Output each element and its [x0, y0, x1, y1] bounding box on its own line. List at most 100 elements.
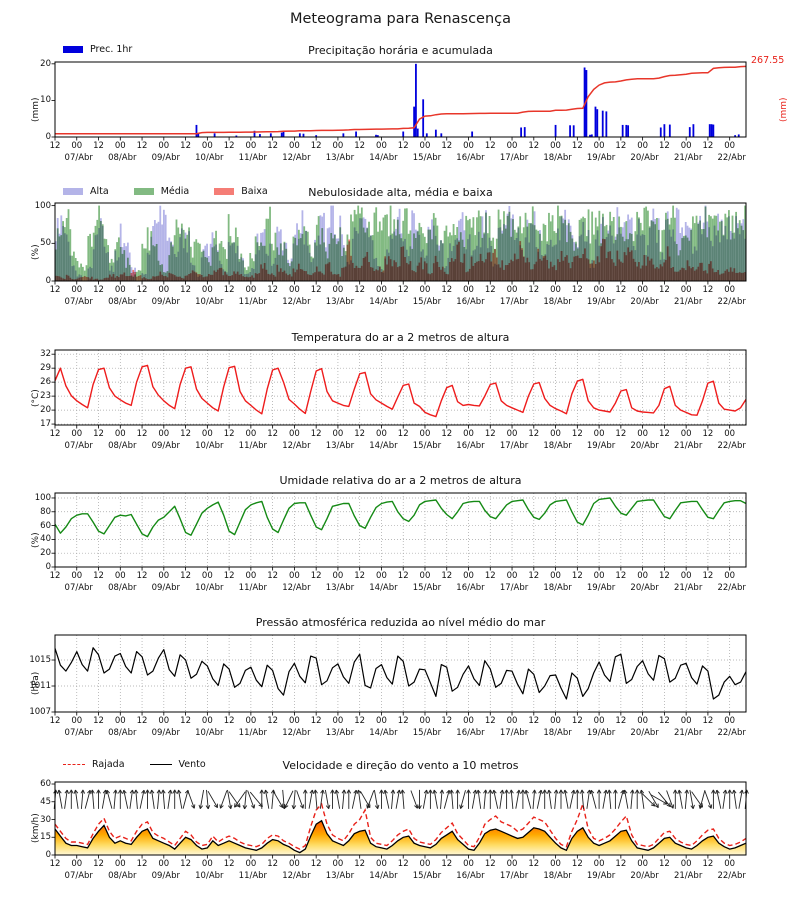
temperature-hour-tick: 00 [245, 429, 257, 439]
pressure-hour-tick: 00 [376, 716, 387, 726]
temperature-date-tick: 11/Abr [238, 441, 268, 451]
cloudiness-hour-tick: 00 [419, 285, 431, 295]
pressure-hour-tick: 12 [702, 716, 714, 726]
wind-hour-tick: 00 [593, 859, 605, 869]
humidity-hour-tick: 12 [93, 571, 104, 581]
wind-ytick-15: 15 [40, 832, 51, 843]
wind-hour-tick: 12 [658, 859, 670, 869]
humidity-hour-tick: 00 [506, 571, 518, 581]
temperature-hour-tick: 12 [658, 429, 670, 439]
cloudiness-hour-tick: 00 [376, 285, 387, 295]
precipitation-hour-tick: 00 [332, 141, 344, 151]
pressure-date-tick: 09/Abr [151, 728, 180, 738]
cloudiness-legend: Alta Média Baixa [63, 186, 286, 197]
precipitation-hour-tick: 00 [680, 141, 692, 151]
humidity-hour-tick: 12 [310, 571, 322, 581]
cloudiness-hour-tick: 12 [310, 285, 322, 295]
cloudiness-hour-tick: 12 [180, 285, 191, 295]
humidity-date-tick: 19/Abr [586, 583, 616, 593]
humidity-ytick-20: 20 [40, 548, 51, 559]
wind-hour-tick: 00 [419, 859, 431, 869]
humidity-ytick-40: 40 [40, 534, 51, 545]
pressure-ytick-1011: 1011 [29, 681, 51, 691]
temperature-hour-tick: 00 [724, 429, 736, 439]
precipitation-date-tick: 21/Abr [673, 153, 703, 163]
temperature-hour-tick: 00 [463, 429, 474, 439]
precipitation-legend: Prec. 1hr [63, 44, 150, 55]
legend-entry-vento: Vento [149, 759, 206, 770]
pressure-hour-tick: 00 [419, 716, 431, 726]
precipitation-date-tick: 08/Abr [108, 153, 137, 163]
precipitation-hour-tick: 00 [419, 141, 431, 151]
temperature-hour-tick: 12 [93, 429, 104, 439]
wind-date-tick: 22/Abr [717, 871, 746, 881]
cloudiness-hour-tick: 12 [136, 285, 148, 295]
precipitation-date-tick: 17/Abr [499, 153, 529, 163]
precipitation-hour-tick: 12 [702, 141, 714, 151]
pressure-hour-tick: 00 [680, 716, 692, 726]
wind-date-tick: 19/Abr [586, 871, 616, 881]
legend-entry-baixa: Baixa [214, 186, 268, 197]
baixa-label: Baixa [241, 186, 268, 197]
wind-date-tick: 10/Abr [195, 871, 224, 881]
humidity-date-tick: 11/Abr [238, 583, 268, 593]
humidity-hour-tick: 12 [49, 571, 61, 581]
temperature-svg [51, 349, 747, 429]
pressure-hour-tick: 12 [354, 716, 366, 726]
humidity-ytick-80: 80 [40, 506, 51, 517]
humidity-hour-tick: 12 [223, 571, 235, 581]
temperature-ytick-32: 32 [40, 349, 51, 360]
wind-date-tick: 09/Abr [151, 871, 180, 881]
pressure-hour-tick: 12 [223, 716, 235, 726]
pressure-hour-tick: 00 [201, 716, 213, 726]
humidity-hour-tick: 12 [702, 571, 714, 581]
temperature-hour-tick: 12 [354, 429, 366, 439]
wind-hour-tick: 00 [550, 859, 561, 869]
cloudiness-hour-tick: 00 [593, 285, 605, 295]
pressure-date-tick: 20/Abr [630, 728, 659, 738]
pressure-hour-tick: 12 [310, 716, 322, 726]
precipitation-date-tick: 10/Abr [195, 153, 224, 163]
pressure-svg [51, 634, 747, 716]
precipitation-hour-tick: 12 [310, 141, 322, 151]
pressure-hour-tick: 00 [550, 716, 561, 726]
humidity-hour-tick: 12 [615, 571, 627, 581]
precipitation-date-tick: 09/Abr [151, 153, 180, 163]
wind-ytick-60: 60 [40, 779, 51, 789]
accumulated-line [55, 65, 747, 135]
humidity-hour-tick: 00 [71, 571, 83, 581]
humidity-ytick-0: 0 [45, 562, 51, 572]
pressure-date-tick: 10/Abr [195, 728, 224, 738]
precipitation-svg [51, 61, 747, 141]
precipitation-hour-tick: 00 [288, 141, 300, 151]
pressure-hour-tick: 00 [114, 716, 126, 726]
wind-hour-tick: 12 [702, 859, 714, 869]
media-swatch [133, 188, 154, 195]
vento-label: Vento [178, 759, 206, 770]
cloudiness-date-tick: 13/Abr [325, 297, 355, 307]
precipitation-hour-tick: 12 [397, 141, 409, 151]
prec-1hr-swatch [63, 46, 83, 53]
temperature-hour-tick: 00 [114, 429, 126, 439]
precipitation-hour-tick: 12 [136, 141, 148, 151]
cloudiness-hour-tick: 00 [724, 285, 736, 295]
precipitation-hour-tick: 12 [528, 141, 540, 151]
wind-fill-area [55, 820, 746, 855]
pressure-hour-tick: 12 [49, 716, 61, 726]
tick-marks [51, 205, 731, 285]
page-title: Meteograma para Renascença [289, 11, 512, 27]
wind-hour-tick: 12 [571, 859, 583, 869]
precipitation-hour-tick: 12 [441, 141, 453, 151]
wind-date-tick: 15/Abr [412, 871, 442, 881]
temperature-hour-tick: 00 [637, 429, 649, 439]
wind-hour-tick: 12 [441, 859, 453, 869]
pressure-hour-tick: 12 [93, 716, 104, 726]
wind-hour-tick: 12 [223, 859, 235, 869]
precipitation-hour-tick: 00 [201, 141, 213, 151]
pressure-hour-tick: 00 [332, 716, 344, 726]
wind-hour-tick: 12 [397, 859, 409, 869]
cloudiness-date-tick: 19/Abr [586, 297, 616, 307]
precipitation-title: Precipitação horária e acumulada [308, 44, 493, 57]
temperature-date-tick: 08/Abr [108, 441, 137, 451]
wind-date-tick: 08/Abr [108, 871, 137, 881]
